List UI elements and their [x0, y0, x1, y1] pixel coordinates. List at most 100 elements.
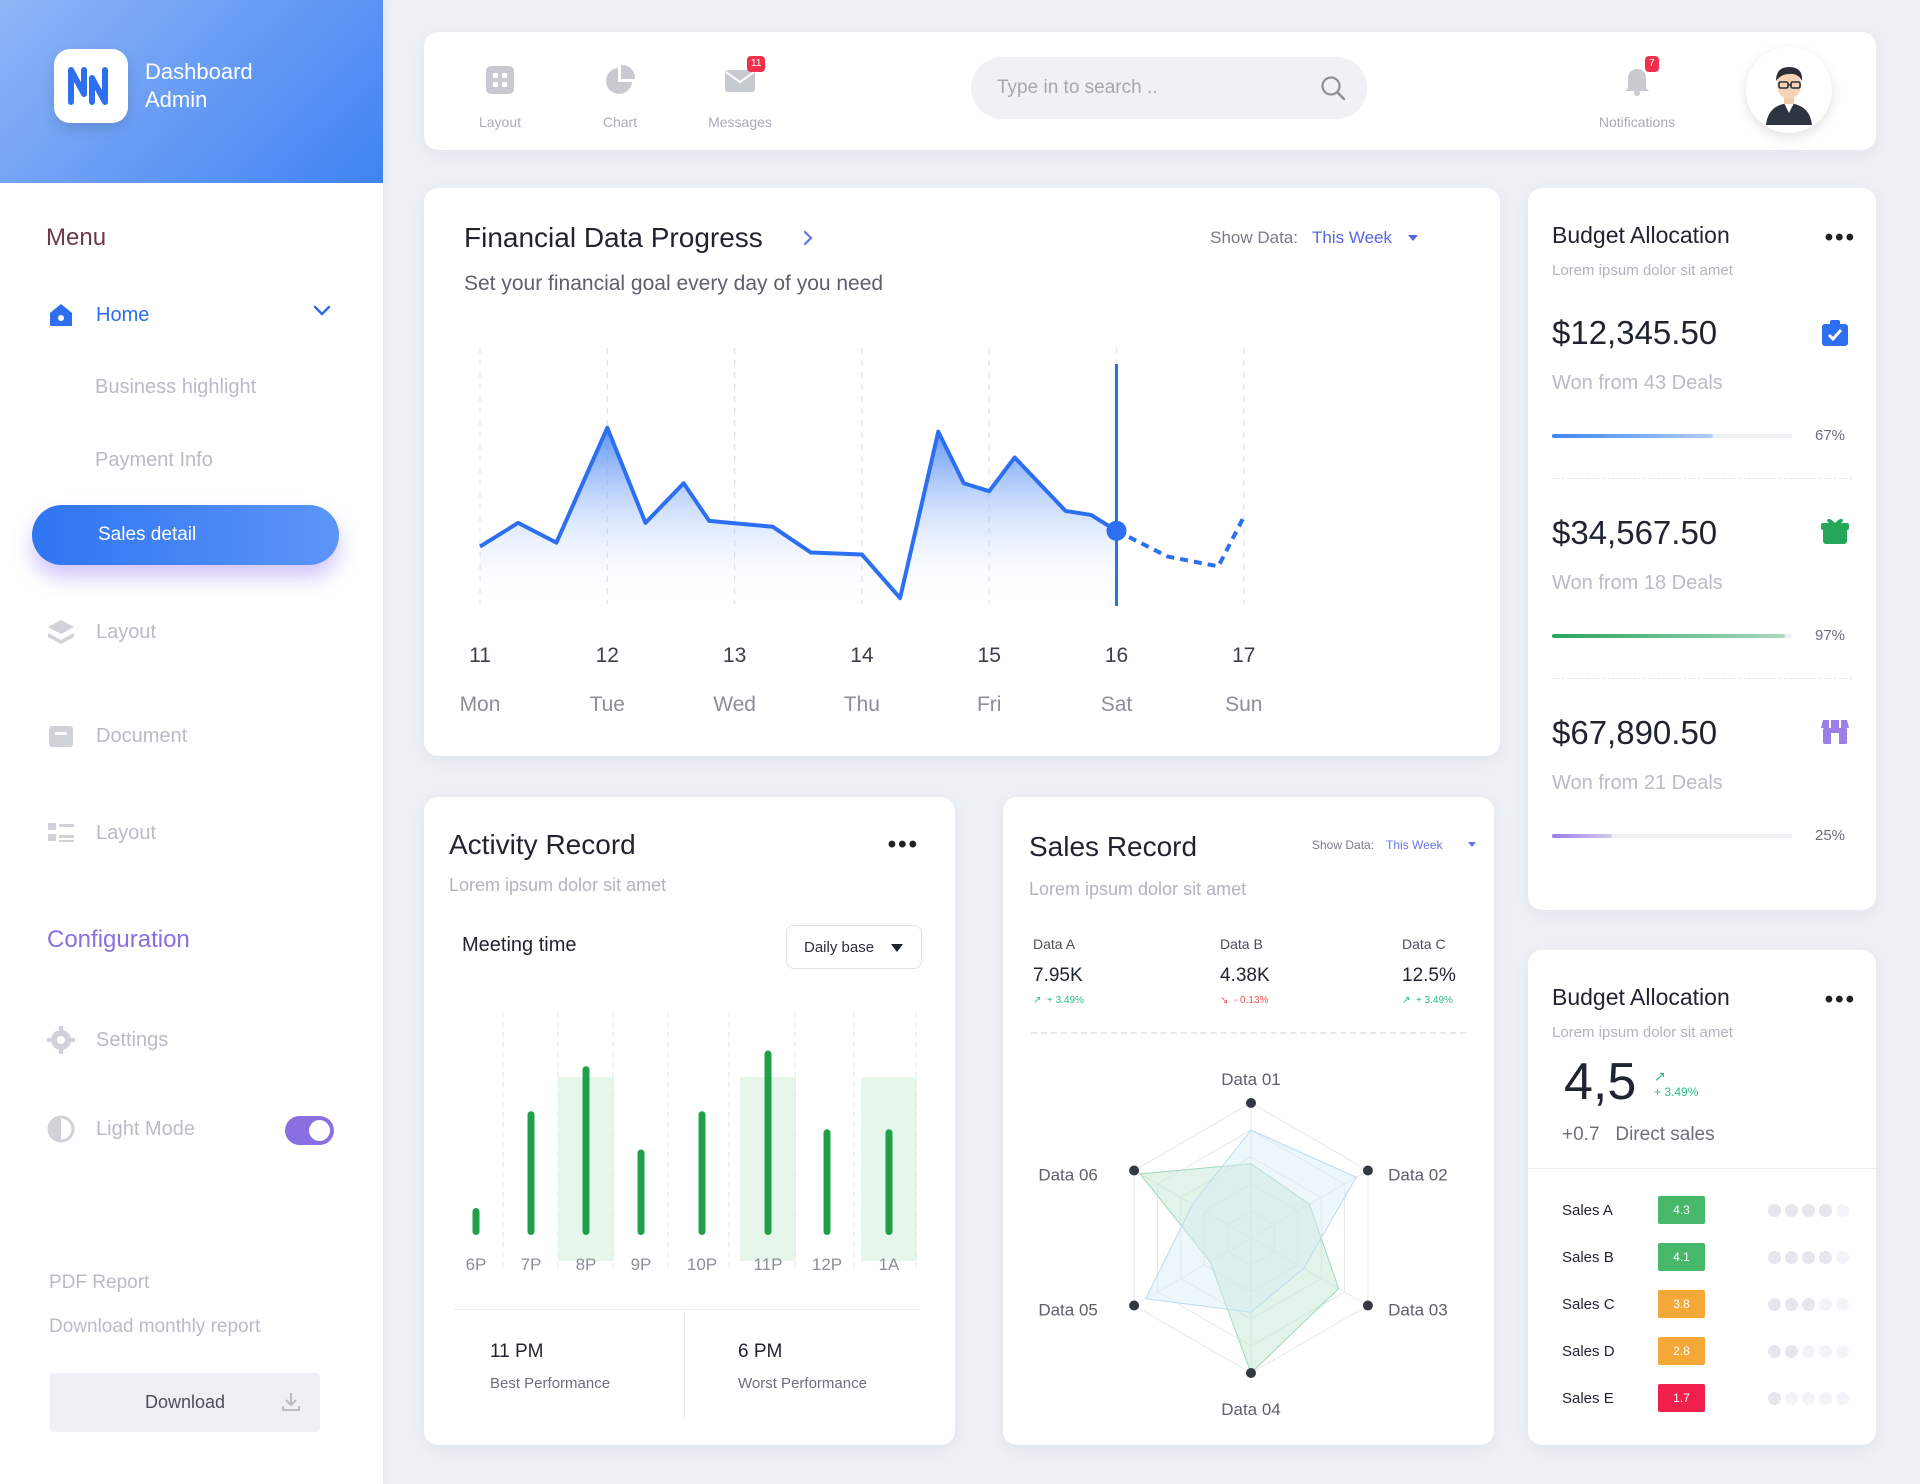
list-icon — [46, 818, 76, 848]
radar-axis-label: Data 02 — [1388, 1166, 1448, 1185]
tab-chart[interactable]: Chart — [575, 60, 665, 130]
rating-dot — [1785, 1251, 1798, 1264]
sales-row-rating — [1768, 1298, 1849, 1311]
sidebar-subitem-sales-detail[interactable]: Sales detail — [32, 505, 339, 565]
x-tick-weekday: Mon — [460, 693, 501, 716]
budget-progress-bar — [1552, 834, 1792, 838]
metric-delta: ↗ + 3.49% — [1402, 995, 1456, 1006]
brand-line-1: Dashboard — [145, 59, 253, 84]
rating-dot — [1768, 1392, 1781, 1405]
sales-row-rating — [1768, 1251, 1849, 1264]
bar — [764, 1050, 772, 1235]
metric-label: Data B — [1220, 936, 1263, 952]
sidebar-subitem-business-highlight[interactable]: Business highlight — [95, 376, 257, 398]
budget-progress-bar — [1552, 634, 1792, 638]
divider — [454, 1309, 919, 1310]
show-data-value: This Week — [1386, 838, 1443, 852]
chevron-down-icon[interactable] — [312, 304, 332, 323]
nn-logo-icon[interactable] — [54, 49, 128, 123]
radar-vertex — [1246, 1368, 1256, 1378]
mail-icon: 11 — [695, 56, 785, 100]
more-options-icon[interactable]: ••• — [1824, 986, 1856, 1013]
budget-percent: 25% — [1815, 827, 1846, 844]
tab-layout[interactable]: Layout — [455, 60, 545, 130]
daily-base-select[interactable]: Daily base — [786, 925, 922, 969]
x-tick-weekday: Thu — [844, 693, 880, 716]
x-tick-weekday: Tue — [590, 693, 625, 716]
metric-value: 7.95K — [1033, 965, 1083, 986]
rating-dot — [1819, 1345, 1832, 1358]
financial-area-chart: 11 Mon 12 Tue 13 Wed 14 Thu 15 Fri 16 Sat 17 Sun — [460, 348, 1262, 716]
arrow-up-right-icon: ↗ — [1402, 995, 1411, 1006]
metric-data-c: Data C 12.5% ↗ + 3.49% — [1402, 936, 1456, 1006]
sales-row: Sales D 2.8 — [1562, 1337, 1862, 1365]
sidebar-item-layout[interactable]: Layout — [46, 617, 156, 647]
notifications-button[interactable]: 7 Notifications — [1581, 56, 1693, 130]
sidebar-item-document[interactable]: Document — [46, 721, 187, 751]
arrow-up-right-icon: ↗ — [1654, 1068, 1666, 1084]
download-button[interactable]: Download — [50, 1373, 320, 1432]
show-data-value: This Week — [1312, 228, 1392, 247]
caret-down-icon — [891, 944, 903, 952]
bar — [582, 1066, 590, 1235]
budget-amount: $67,890.50 — [1552, 714, 1718, 751]
sales-record-subtitle: Lorem ipsum dolor sit amet — [1029, 879, 1247, 899]
sidebar-item-home[interactable]: Home — [46, 300, 149, 330]
sales-row-label: Sales C — [1562, 1296, 1615, 1313]
sales-row: Sales E 1.7 — [1562, 1384, 1862, 1412]
pdf-report-title: PDF Report — [49, 1272, 150, 1293]
light-mode-toggle[interactable] — [285, 1116, 334, 1145]
x-tick-day: 13 — [723, 644, 746, 667]
rating-dot — [1768, 1298, 1781, 1311]
sidebar-subitem-payment-info[interactable]: Payment Info — [95, 449, 213, 471]
sidebar-item-label: Layout — [96, 821, 157, 844]
rating-dot — [1785, 1392, 1798, 1405]
rating-dot — [1819, 1298, 1832, 1311]
messages-badge: 11 — [747, 56, 766, 72]
meeting-time-bar-chart: 6P 7P 8P 9P 10P 11P 12P 1A — [466, 1012, 917, 1274]
archive-icon — [46, 721, 76, 751]
download-icon — [280, 1391, 302, 1418]
radar-axis-label: Data 06 — [1038, 1166, 1098, 1185]
divider — [1552, 478, 1852, 479]
rating-dot — [1768, 1345, 1781, 1358]
pie-chart-icon — [575, 60, 665, 100]
more-options-icon[interactable]: ••• — [887, 831, 919, 858]
tab-label: Layout — [478, 114, 522, 130]
clipboard-check-icon — [1820, 318, 1850, 353]
budget-deals: Won from 43 Deals — [1552, 372, 1723, 394]
radar-axis-label: Data 03 — [1388, 1301, 1448, 1320]
sales-radar-chart: Data 01 Data 02 Data 03 Data 04 Data 05 Data … — [1038, 1070, 1448, 1419]
sales-row-label: Sales E — [1562, 1390, 1614, 1407]
sales-record-title: Sales Record — [1029, 831, 1198, 862]
avatar[interactable] — [1746, 47, 1832, 133]
sidebar-item-layout-list[interactable]: Layout — [46, 818, 156, 848]
metric-data-a: Data A 7.95K ↗ + 3.49% — [1033, 936, 1084, 1006]
financial-subtitle: Set your financial goal every day of you… — [464, 272, 884, 295]
x-tick-label: 7P — [521, 1255, 542, 1274]
sales-row-label: Sales D — [1562, 1343, 1615, 1360]
home-icon — [46, 300, 76, 330]
financial-data-card: Financial Data Progress Set your financi… — [424, 188, 1500, 756]
more-options-icon[interactable]: ••• — [1824, 224, 1856, 251]
x-tick-weekday: Fri — [977, 693, 1002, 716]
sidebar-item-label: Document — [96, 724, 188, 747]
metric-delta-value: - 0.13% — [1233, 995, 1269, 1006]
sales-show-data[interactable]: Show Data: This Week — [1312, 838, 1477, 852]
activity-title: Activity Record — [449, 829, 636, 860]
search-input[interactable] — [997, 75, 1297, 101]
meeting-time-label: Meeting time — [462, 934, 577, 956]
tab-messages[interactable]: 11 Messages — [695, 56, 785, 130]
contrast-icon — [46, 1114, 76, 1144]
x-tick-weekday: Sat — [1101, 693, 1133, 716]
sidebar-item-settings[interactable]: Settings — [46, 1025, 168, 1055]
show-data-label: Show Data: — [1210, 228, 1298, 247]
search-icon[interactable] — [1319, 74, 1347, 107]
arrow-up-right-icon: ↗ — [1033, 995, 1042, 1006]
budget-progress-bar — [1552, 434, 1792, 438]
financial-show-data[interactable]: Show Data: This Week — [1210, 228, 1420, 248]
chevron-right-icon[interactable] — [800, 228, 816, 253]
budget-title: Budget Allocation — [1552, 984, 1730, 1010]
divider — [1552, 678, 1852, 679]
caret-down-icon — [1406, 228, 1420, 248]
